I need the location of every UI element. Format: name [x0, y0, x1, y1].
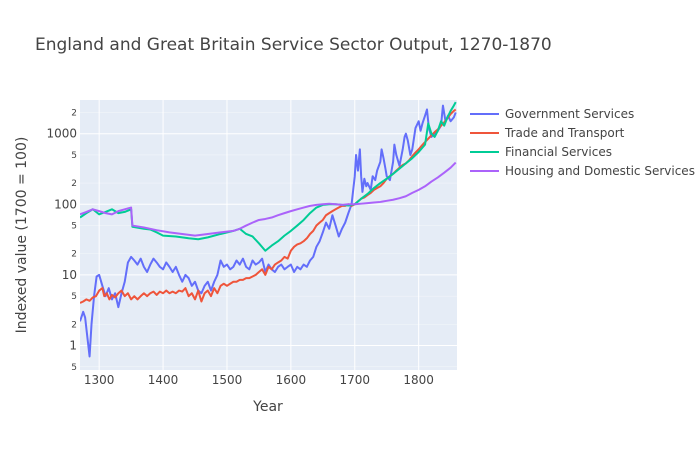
x-tick-label: 1300: [84, 373, 115, 387]
x-axis-title: Year: [252, 399, 283, 415]
y-minor-tick-label: 5: [71, 151, 77, 161]
legend-item-housing-and-domestic-services[interactable]: Housing and Domestic Services: [470, 164, 695, 178]
y-minor-tick-label: 2: [71, 320, 77, 330]
y-minor-tick-label: 5: [71, 292, 77, 302]
x-tick-label: 1500: [212, 373, 243, 387]
x-tick-label: 1400: [148, 373, 179, 387]
y-minor-tick-label: 2: [71, 108, 77, 118]
y-minor-tick-label: 5: [71, 222, 77, 232]
x-axis-ticks: 1300 1400 1500 1600 1700 1800: [84, 373, 434, 387]
y-tick-label: 1000: [46, 127, 77, 141]
legend-item-government-services[interactable]: Government Services: [470, 107, 634, 121]
legend: Government Services Trade and Transport Fi…: [470, 107, 695, 178]
y-axis-ticks: 1 10 100 1000 5 2 5 2 5 2 5 2: [46, 108, 77, 372]
series-financial-services-line: [80, 101, 457, 252]
y-tick-label: 10: [62, 268, 77, 282]
x-tick-label: 1600: [276, 373, 307, 387]
x-tick-label: 1800: [403, 373, 434, 387]
y-minor-tick-label: 5: [71, 363, 77, 373]
legend-item-trade-and-transport[interactable]: Trade and Transport: [470, 126, 625, 140]
y-axis-title: Indexed value (1700 = 100): [14, 137, 30, 334]
y-tick-label: 1: [69, 339, 77, 353]
x-tick-label: 1700: [339, 373, 370, 387]
series-government-services-line: [80, 104, 457, 358]
plot-area: [80, 100, 457, 370]
y-minor-tick-label: 2: [71, 179, 77, 189]
legend-label: Government Services: [505, 107, 634, 121]
legend-label: Housing and Domestic Services: [505, 164, 695, 178]
y-tick-label: 100: [54, 197, 77, 211]
legend-item-financial-services[interactable]: Financial Services: [470, 145, 612, 159]
y-minor-tick-label: 2: [71, 250, 77, 260]
legend-label: Financial Services: [505, 145, 612, 159]
series-housing-and-domestic-services-line: [80, 161, 457, 237]
chart-title: England and Great Britain Service Sector…: [35, 35, 552, 55]
legend-label: Trade and Transport: [504, 126, 625, 140]
series-layer: [80, 101, 457, 358]
